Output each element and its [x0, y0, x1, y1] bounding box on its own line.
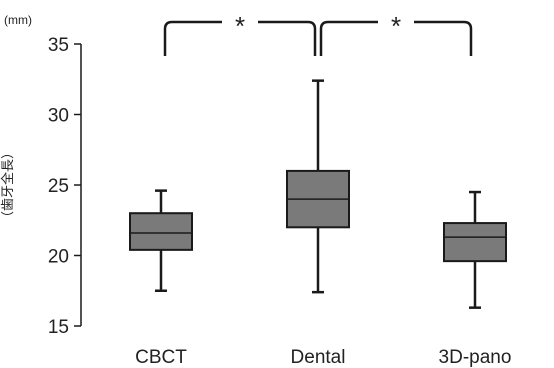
- x-label-dental: Dental: [291, 347, 346, 368]
- box-dental: [286, 79, 350, 294]
- y-tick-label: 15: [48, 317, 69, 338]
- y-tick-label: 25: [48, 176, 69, 197]
- y-tick-label: 20: [48, 247, 69, 268]
- y-axis: 15 20 25 30 35: [48, 35, 82, 338]
- x-label-3d-pano: 3D-pano: [439, 347, 512, 368]
- bracket-left-half: [319, 20, 378, 56]
- box-cbct: [129, 189, 193, 292]
- significance-bracket: *: [319, 11, 473, 56]
- iqr-box: [443, 222, 507, 263]
- significance-star: *: [235, 11, 245, 41]
- bracket-right-half: [258, 20, 317, 56]
- y-unit-label: (mm): [4, 13, 32, 27]
- box-3d-pano: [443, 190, 507, 309]
- y-axis-label: （歯牙全長）: [0, 146, 16, 224]
- y-tick-label: 30: [48, 106, 69, 127]
- bracket-left-half: [163, 20, 222, 56]
- significance-bracket: *: [163, 11, 317, 56]
- boxes: [129, 79, 507, 309]
- iqr-box: [129, 212, 193, 251]
- y-tick-label: 35: [48, 35, 69, 56]
- significance-brackets: * *: [163, 11, 473, 56]
- significance-star: *: [391, 11, 401, 41]
- x-axis-labels: CBCT Dental 3D-pano: [135, 347, 511, 368]
- x-label-cbct: CBCT: [135, 347, 187, 368]
- bracket-right-half: [414, 20, 473, 56]
